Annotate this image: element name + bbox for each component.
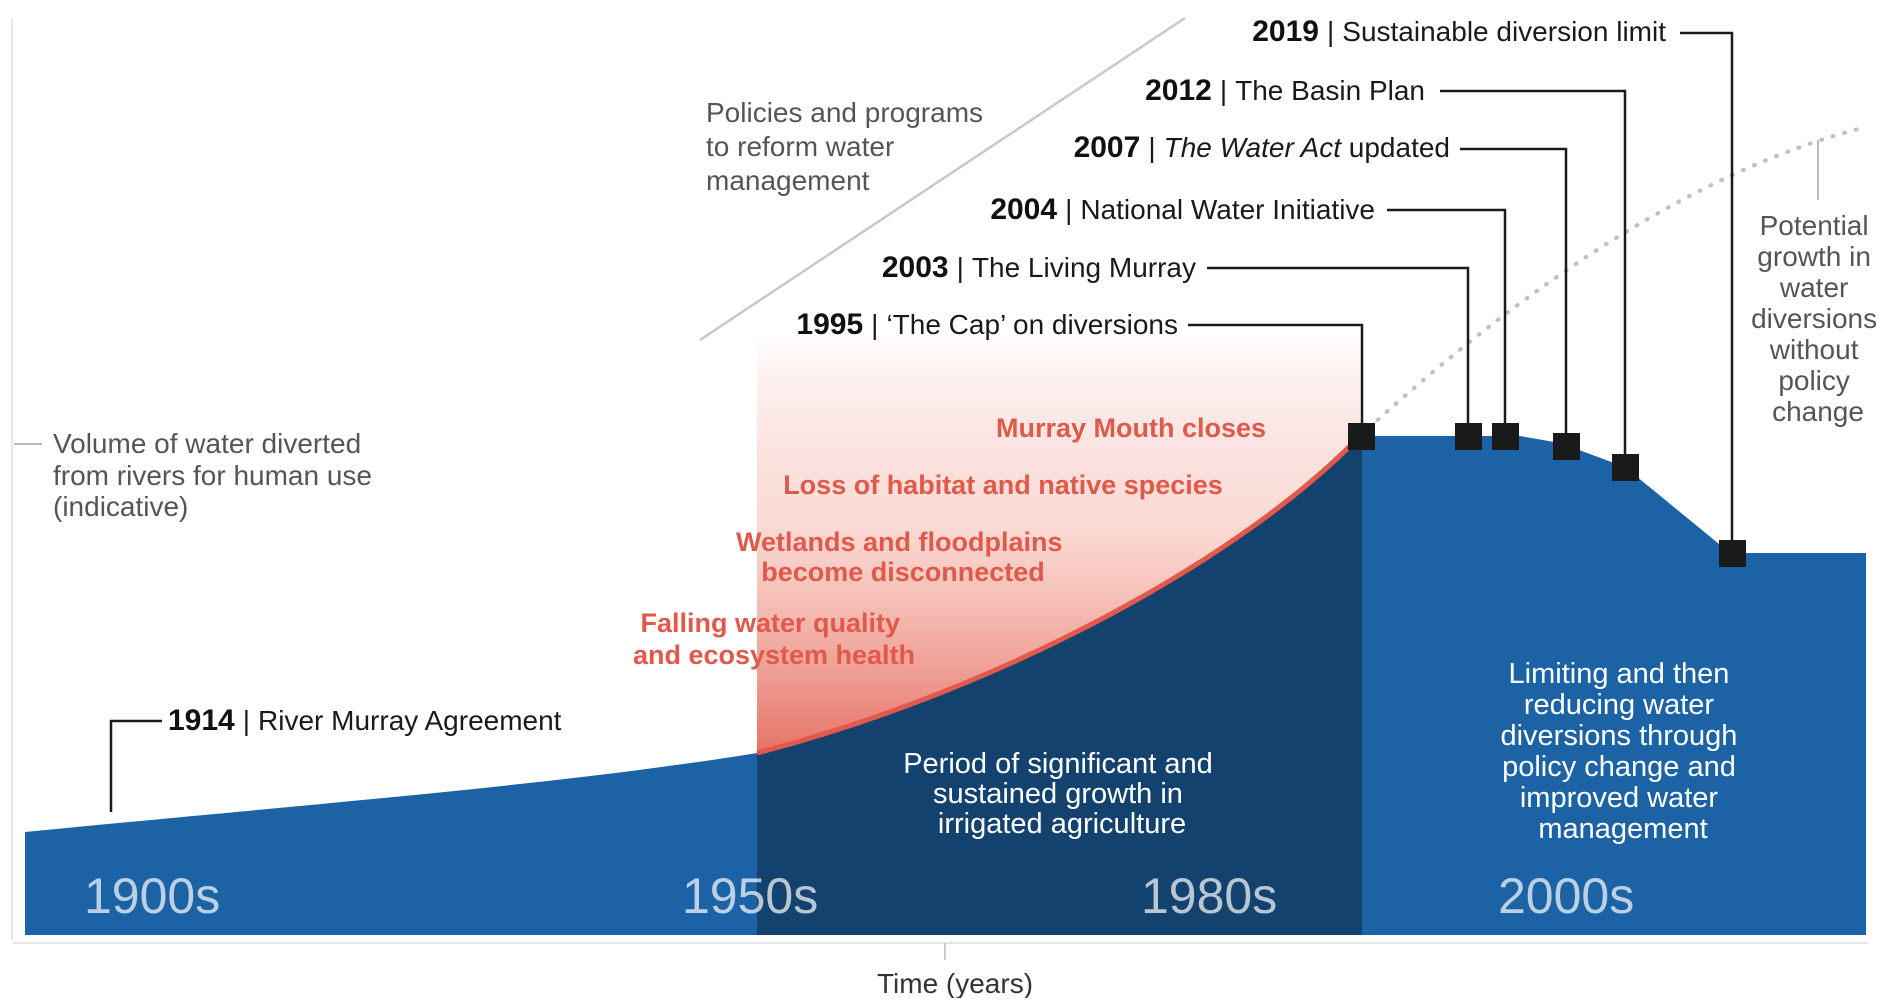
event-2003: 2003 | The Living Murray bbox=[882, 251, 1196, 284]
potential-growth-label: Potential growth in water diversions wit… bbox=[1751, 210, 1885, 427]
marker-1995 bbox=[1348, 423, 1375, 450]
potential-label-line: policy bbox=[1778, 365, 1850, 396]
event-separator: | bbox=[1327, 16, 1334, 47]
leader-2012 bbox=[1440, 89, 1627, 467]
era-reform-line: improved water bbox=[1520, 782, 1719, 814]
impact-murray-mouth: Murray Mouth closes bbox=[996, 413, 1266, 443]
event-text: The Living Murray bbox=[972, 252, 1196, 283]
event-year: 2007 bbox=[1074, 131, 1141, 164]
event-2007: 2007 | The Water Act updated bbox=[1074, 131, 1450, 164]
era-reform-line: policy change and bbox=[1502, 751, 1736, 783]
event-1914: 1914 | River Murray Agreement bbox=[168, 704, 562, 737]
event-text: updated bbox=[1341, 132, 1450, 163]
decade-2000s: 2000s bbox=[1498, 868, 1634, 924]
event-year: 1914 bbox=[168, 704, 235, 737]
diversion-area bbox=[25, 436, 1866, 935]
era-growth-line: Period of significant and bbox=[903, 748, 1213, 780]
era-growth-label: Period of significant and sustained grow… bbox=[903, 748, 1221, 840]
era-reform-line: reducing water bbox=[1524, 689, 1715, 721]
potential-label-line: without bbox=[1769, 334, 1859, 365]
marker-2012 bbox=[1612, 454, 1639, 481]
volume-label-line: (indicative) bbox=[53, 491, 188, 522]
impact-line: become disconnected bbox=[761, 557, 1045, 587]
impact-line: Loss of habitat and native species bbox=[783, 470, 1223, 500]
event-year: 2004 bbox=[990, 193, 1057, 226]
marker-2003 bbox=[1455, 423, 1482, 450]
decade-1900s: 1900s bbox=[84, 868, 220, 924]
impact-water-quality: Falling water quality and ecosystem heal… bbox=[633, 608, 915, 670]
impact-line: Falling water quality bbox=[640, 608, 900, 638]
impact-boundary-curve bbox=[756, 434, 1362, 756]
impact-line: and ecosystem health bbox=[633, 640, 915, 670]
potential-label-line: diversions bbox=[1751, 303, 1877, 334]
policies-label: Policies and programs to reform water ma… bbox=[706, 97, 991, 196]
potential-growth-dotted-line bbox=[1358, 126, 1864, 438]
era-reform-line: diversions through bbox=[1500, 720, 1737, 752]
leader-1914 bbox=[109, 719, 162, 812]
policies-label-line: Policies and programs bbox=[706, 97, 983, 128]
event-text: Sustainable diversion limit bbox=[1342, 16, 1666, 47]
potential-label-line: change bbox=[1772, 396, 1864, 427]
leader-2007 bbox=[1460, 147, 1568, 446]
event-text: River Murray Agreement bbox=[258, 705, 562, 736]
leader-1995 bbox=[1188, 323, 1364, 436]
impact-line: Wetlands and floodplains bbox=[736, 527, 1063, 557]
leader-2003 bbox=[1207, 266, 1470, 436]
event-year: 2003 bbox=[882, 251, 949, 284]
event-text: National Water Initiative bbox=[1080, 194, 1375, 225]
impact-wetlands: Wetlands and floodplains become disconne… bbox=[736, 527, 1070, 587]
event-text: The Basin Plan bbox=[1235, 75, 1425, 106]
leader-2019 bbox=[1680, 31, 1734, 553]
event-separator: | bbox=[871, 309, 878, 340]
era-growth-line: irrigated agriculture bbox=[938, 808, 1186, 840]
event-2012: 2012 | The Basin Plan bbox=[1145, 74, 1425, 107]
impact-gradient bbox=[757, 330, 1360, 753]
event-text: ‘The Cap’ on diversions bbox=[886, 309, 1178, 340]
event-2019: 2019 | Sustainable diversion limit bbox=[1252, 15, 1666, 48]
event-markers bbox=[1348, 423, 1746, 567]
volume-label-line: from rivers for human use bbox=[53, 460, 372, 491]
era-growth-line: sustained growth in bbox=[933, 778, 1183, 810]
marker-2004 bbox=[1492, 423, 1519, 450]
leader-lines bbox=[109, 31, 1734, 812]
volume-label: Volume of water diverted from rivers for… bbox=[53, 428, 380, 522]
impact-habitat: Loss of habitat and native species bbox=[783, 470, 1223, 500]
event-separator: | bbox=[1220, 75, 1227, 106]
era-reform-label: Limiting and then reducing water diversi… bbox=[1500, 658, 1745, 845]
x-axis-label: Time (years) bbox=[877, 968, 1033, 998]
event-separator: | bbox=[243, 705, 250, 736]
era-reform-line: Limiting and then bbox=[1509, 658, 1730, 690]
impact-line: Murray Mouth closes bbox=[996, 413, 1266, 443]
event-1995: 1995 | ‘The Cap’ on diversions bbox=[796, 308, 1178, 341]
event-year: 2012 bbox=[1145, 74, 1212, 107]
era-reform-line: management bbox=[1538, 813, 1707, 845]
event-year: 2019 bbox=[1252, 15, 1319, 48]
growth-period-area bbox=[757, 436, 1362, 935]
event-text-italic: The Water Act bbox=[1164, 132, 1343, 163]
event-year: 1995 bbox=[796, 308, 863, 341]
marker-2019 bbox=[1719, 540, 1746, 567]
event-separator: | bbox=[1148, 132, 1155, 163]
policies-label-line: management bbox=[706, 165, 870, 196]
leader-2004 bbox=[1387, 208, 1507, 436]
decade-1950s: 1950s bbox=[682, 868, 818, 924]
potential-label-line: water bbox=[1779, 272, 1848, 303]
marker-2007 bbox=[1553, 433, 1580, 460]
event-2004: 2004 | National Water Initiative bbox=[990, 193, 1375, 226]
volume-label-line: Volume of water diverted bbox=[53, 428, 361, 459]
decade-1980s: 1980s bbox=[1141, 868, 1277, 924]
policies-label-line: to reform water bbox=[706, 131, 894, 162]
potential-label-line: Potential bbox=[1760, 210, 1869, 241]
event-separator: | bbox=[1065, 194, 1072, 225]
policies-diagonal-line bbox=[699, 16, 1186, 342]
potential-label-line: growth in bbox=[1757, 241, 1871, 272]
event-separator: | bbox=[957, 252, 964, 283]
